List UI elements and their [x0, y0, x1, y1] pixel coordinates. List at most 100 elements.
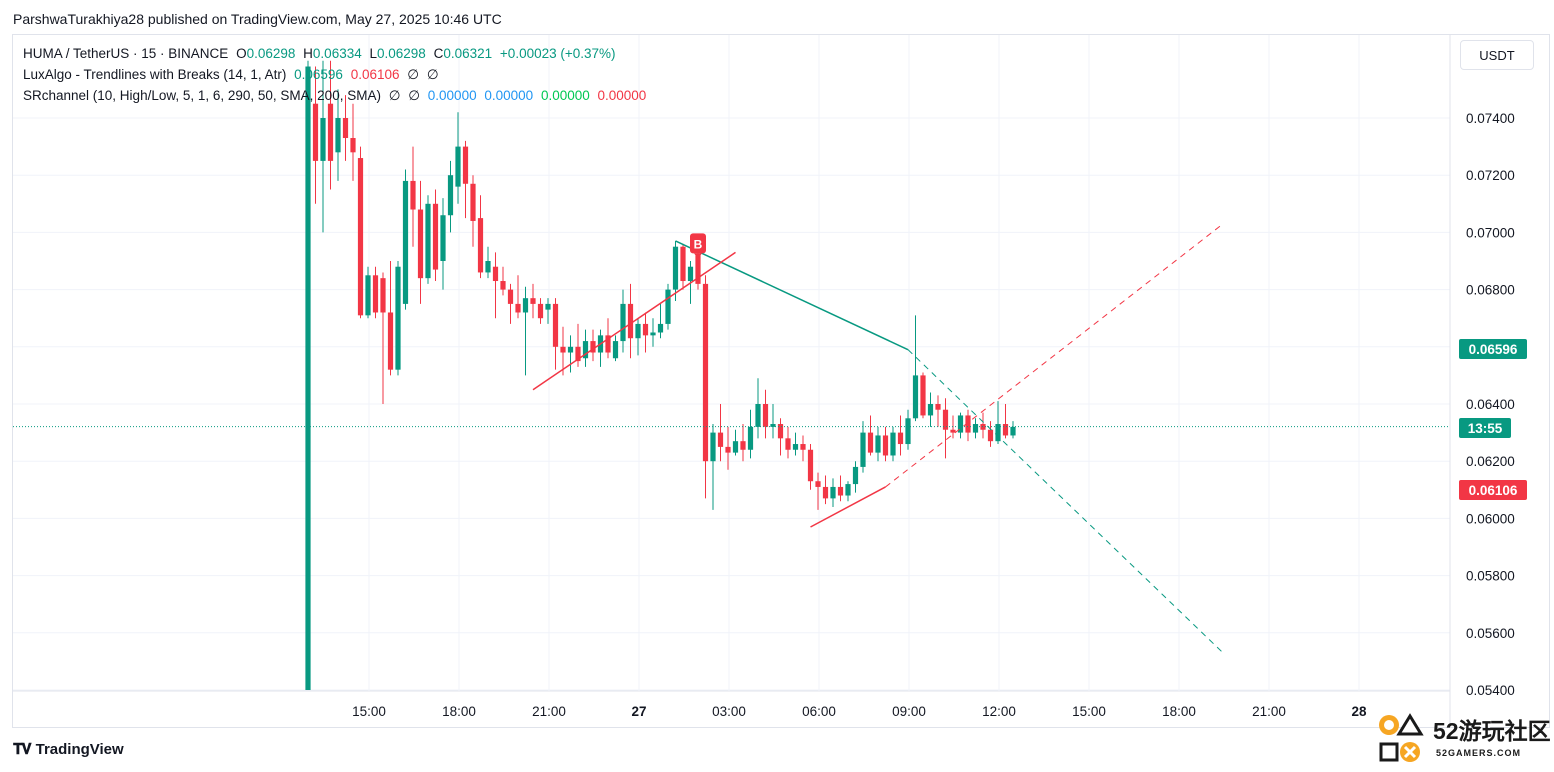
candle[interactable] [822, 475, 829, 505]
candle-body [912, 375, 919, 419]
candle[interactable] [537, 298, 544, 324]
candle[interactable] [560, 326, 566, 376]
candle[interactable] [995, 401, 1001, 445]
candle[interactable] [845, 481, 851, 502]
candle[interactable] [702, 275, 709, 499]
candle[interactable] [785, 426, 791, 459]
candle[interactable] [410, 146, 416, 247]
candle[interactable] [792, 432, 799, 456]
candle[interactable] [642, 312, 649, 353]
candle[interactable] [522, 286, 529, 376]
candle[interactable] [770, 404, 776, 439]
candle[interactable] [425, 195, 431, 284]
candle[interactable] [597, 329, 604, 367]
candle[interactable] [875, 426, 881, 462]
candle[interactable] [627, 283, 634, 359]
legend-symbol[interactable]: HUMA / TetherUS · 15 · BINANCE [23, 46, 229, 61]
candle[interactable] [740, 424, 746, 462]
candle[interactable] [320, 60, 326, 233]
candle[interactable] [987, 421, 994, 447]
candle[interactable] [620, 289, 626, 353]
candle-body [357, 158, 364, 316]
candle[interactable] [612, 335, 619, 362]
candle[interactable] [972, 418, 979, 439]
candle[interactable] [357, 146, 364, 319]
candle[interactable] [387, 261, 394, 376]
candle[interactable] [470, 175, 476, 247]
candle[interactable] [545, 298, 551, 324]
candle[interactable] [725, 426, 731, 470]
candle[interactable] [1002, 404, 1009, 439]
watermark-logo-icon [1379, 713, 1424, 762]
candle[interactable] [380, 272, 386, 404]
candle[interactable] [980, 412, 986, 439]
candle[interactable] [800, 435, 806, 462]
candle[interactable] [350, 103, 356, 181]
candle[interactable] [650, 318, 656, 347]
candle[interactable] [882, 426, 889, 462]
candle[interactable] [582, 329, 589, 367]
candle[interactable] [777, 418, 784, 456]
candle[interactable] [815, 472, 821, 510]
candle[interactable] [665, 283, 671, 330]
candle[interactable] [327, 60, 334, 190]
tradingview-brand[interactable]: 𝐓𝐕 TradingView [13, 741, 124, 758]
candle[interactable] [365, 266, 371, 319]
candle[interactable] [477, 195, 484, 279]
indicator-srchannel-name[interactable]: SRchannel (10, High/Low, 5, 1, 6, 290, 5… [23, 88, 381, 103]
candle[interactable] [305, 60, 311, 690]
candle[interactable] [942, 398, 949, 459]
candle[interactable] [897, 415, 904, 456]
candle[interactable] [342, 95, 349, 161]
candle[interactable] [852, 461, 859, 493]
candle[interactable] [447, 160, 454, 233]
candle[interactable] [492, 252, 499, 319]
candle[interactable] [680, 243, 686, 290]
indicator-luxalgo-name[interactable]: LuxAlgo - Trendlines with Breaks (14, 1,… [23, 67, 287, 82]
candle[interactable] [905, 409, 911, 450]
candle[interactable] [507, 283, 514, 324]
candle[interactable] [530, 283, 536, 319]
candle[interactable] [485, 246, 491, 279]
candle[interactable] [335, 89, 341, 181]
candle[interactable] [1010, 421, 1016, 439]
candle[interactable] [927, 392, 934, 427]
candle[interactable] [710, 424, 716, 510]
candle[interactable] [860, 421, 866, 473]
candle[interactable] [402, 169, 409, 310]
candle[interactable] [920, 372, 926, 419]
candle[interactable] [830, 478, 836, 507]
candle[interactable] [312, 66, 319, 204]
candle[interactable] [590, 329, 596, 362]
candle[interactable] [890, 426, 896, 462]
candle[interactable] [935, 395, 941, 427]
candle[interactable] [455, 112, 461, 204]
candle[interactable] [440, 198, 446, 290]
chart-panel[interactable] [12, 34, 1550, 728]
candle[interactable] [567, 335, 574, 373]
candle[interactable] [732, 429, 739, 456]
candle[interactable] [717, 404, 724, 462]
candle[interactable] [500, 266, 506, 296]
candle[interactable] [807, 444, 814, 490]
candle[interactable] [755, 378, 761, 439]
candle[interactable] [657, 303, 664, 339]
candle[interactable] [395, 261, 401, 376]
candle[interactable] [965, 409, 971, 442]
candle[interactable] [432, 189, 439, 282]
candle[interactable] [837, 475, 844, 502]
candle[interactable] [747, 409, 754, 459]
candle[interactable] [762, 389, 769, 439]
candle[interactable] [672, 240, 679, 302]
candle[interactable] [635, 318, 641, 356]
candle[interactable] [912, 315, 919, 422]
currency-selector[interactable]: USDT [1460, 40, 1534, 70]
candle[interactable] [417, 180, 424, 304]
candle[interactable] [552, 298, 559, 370]
candle[interactable] [515, 275, 521, 319]
candle[interactable] [462, 140, 469, 219]
candle[interactable] [957, 412, 964, 439]
candle[interactable] [372, 266, 379, 319]
candle[interactable] [867, 415, 874, 456]
